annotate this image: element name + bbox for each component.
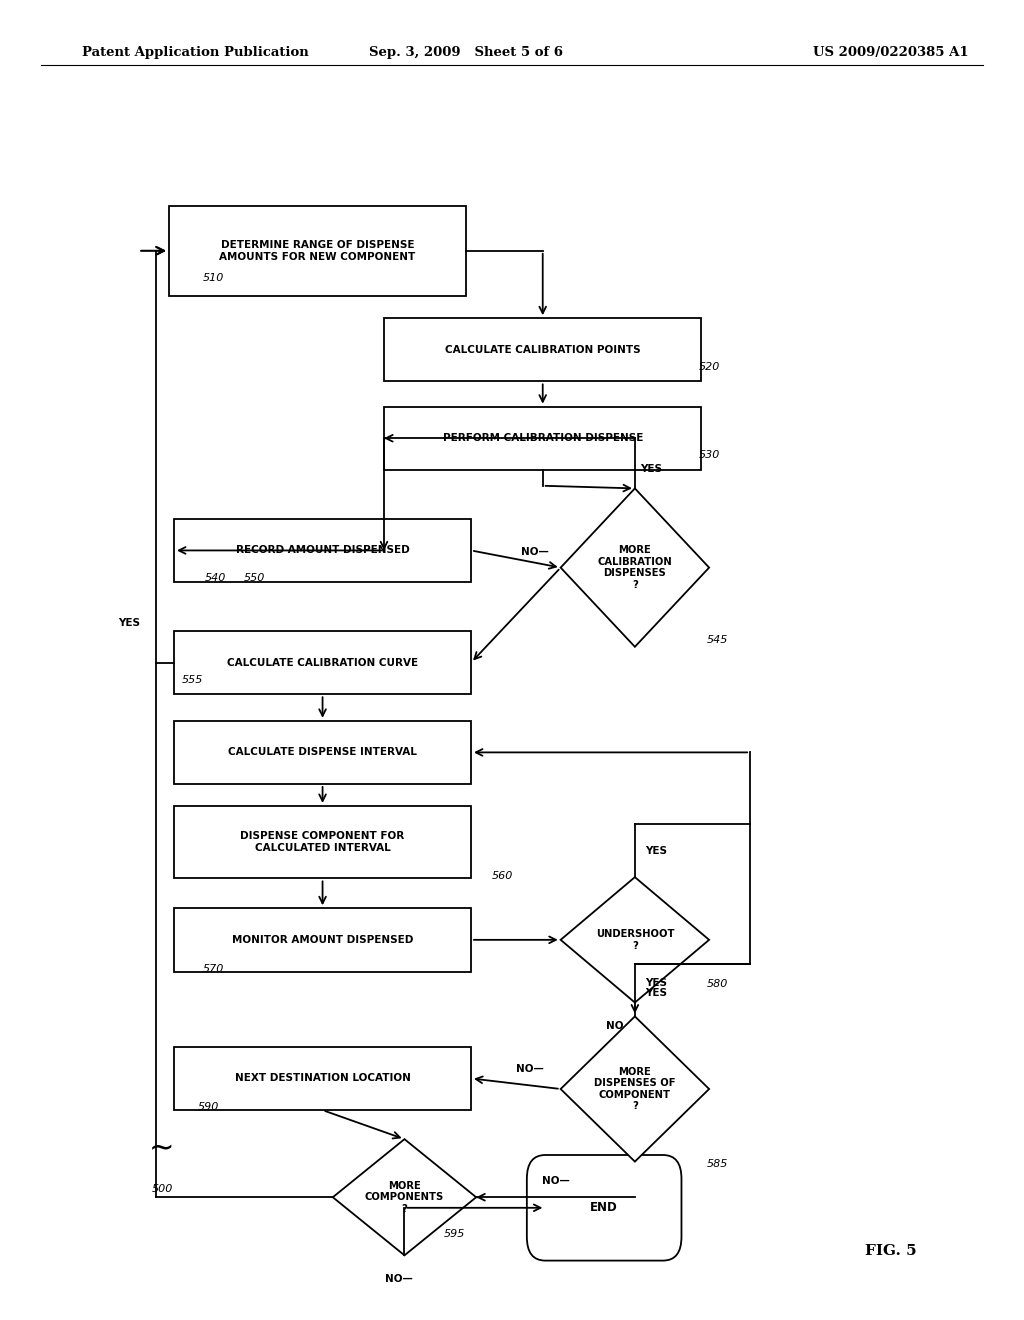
Text: 595: 595: [443, 1229, 465, 1239]
FancyBboxPatch shape: [526, 1155, 682, 1261]
Text: YES: YES: [645, 978, 667, 989]
Text: CALCULATE DISPENSE INTERVAL: CALCULATE DISPENSE INTERVAL: [228, 747, 417, 758]
Text: MORE
DISPENSES OF
COMPONENT
?: MORE DISPENSES OF COMPONENT ?: [594, 1067, 676, 1111]
Text: MONITOR AMOUNT DISPENSED: MONITOR AMOUNT DISPENSED: [231, 935, 414, 945]
FancyBboxPatch shape: [174, 908, 471, 972]
Polygon shape: [561, 878, 709, 1003]
Text: ∼: ∼: [150, 1134, 174, 1163]
FancyBboxPatch shape: [384, 407, 701, 470]
Text: NO—: NO—: [385, 1274, 414, 1284]
Text: YES: YES: [645, 846, 667, 855]
FancyBboxPatch shape: [169, 206, 466, 296]
Text: 540: 540: [205, 573, 226, 583]
Text: Patent Application Publication: Patent Application Publication: [82, 46, 308, 59]
FancyBboxPatch shape: [174, 721, 471, 784]
Text: YES: YES: [119, 618, 140, 628]
Text: RECORD AMOUNT DISPENSED: RECORD AMOUNT DISPENSED: [236, 545, 410, 556]
Text: MORE
CALIBRATION
DISPENSES
?: MORE CALIBRATION DISPENSES ?: [598, 545, 672, 590]
Text: 530: 530: [698, 450, 720, 461]
Text: US 2009/0220385 A1: US 2009/0220385 A1: [813, 46, 969, 59]
FancyBboxPatch shape: [384, 318, 701, 381]
Text: NO—: NO—: [542, 1176, 569, 1187]
Text: 510: 510: [203, 273, 224, 284]
Text: 590: 590: [198, 1102, 219, 1113]
Text: 585: 585: [707, 1159, 728, 1170]
Text: 550: 550: [244, 573, 265, 583]
Text: CALCULATE CALIBRATION POINTS: CALCULATE CALIBRATION POINTS: [444, 345, 641, 355]
Text: YES: YES: [645, 987, 667, 998]
Polygon shape: [561, 1016, 709, 1162]
Polygon shape: [561, 488, 709, 647]
Text: DISPENSE COMPONENT FOR
CALCULATED INTERVAL: DISPENSE COMPONENT FOR CALCULATED INTERV…: [241, 832, 404, 853]
FancyBboxPatch shape: [174, 1047, 471, 1110]
Text: FIG. 5: FIG. 5: [865, 1245, 916, 1258]
Text: 500: 500: [152, 1184, 173, 1195]
Text: 545: 545: [707, 635, 728, 645]
Text: DETERMINE RANGE OF DISPENSE
AMOUNTS FOR NEW COMPONENT: DETERMINE RANGE OF DISPENSE AMOUNTS FOR …: [219, 240, 416, 261]
Text: END: END: [590, 1201, 618, 1214]
Text: 555: 555: [182, 675, 204, 685]
Text: NO—: NO—: [521, 546, 549, 557]
Text: YES: YES: [640, 463, 662, 474]
Text: NO—: NO—: [516, 1064, 544, 1074]
Text: NEXT DESTINATION LOCATION: NEXT DESTINATION LOCATION: [234, 1073, 411, 1084]
FancyBboxPatch shape: [174, 631, 471, 694]
Text: 520: 520: [698, 362, 720, 372]
Text: 560: 560: [492, 871, 513, 882]
FancyBboxPatch shape: [174, 805, 471, 879]
FancyBboxPatch shape: [174, 519, 471, 582]
Text: MORE
COMPONENTS
?: MORE COMPONENTS ?: [365, 1180, 444, 1214]
Text: CALCULATE CALIBRATION CURVE: CALCULATE CALIBRATION CURVE: [227, 657, 418, 668]
Text: 570: 570: [203, 964, 224, 974]
Polygon shape: [333, 1139, 476, 1255]
Text: Sep. 3, 2009   Sheet 5 of 6: Sep. 3, 2009 Sheet 5 of 6: [369, 46, 563, 59]
Text: PERFORM CALIBRATION DISPENSE: PERFORM CALIBRATION DISPENSE: [442, 433, 643, 444]
Text: UNDERSHOOT
?: UNDERSHOOT ?: [596, 929, 674, 950]
Text: 580: 580: [707, 979, 728, 990]
Text: NO: NO: [605, 1022, 624, 1031]
